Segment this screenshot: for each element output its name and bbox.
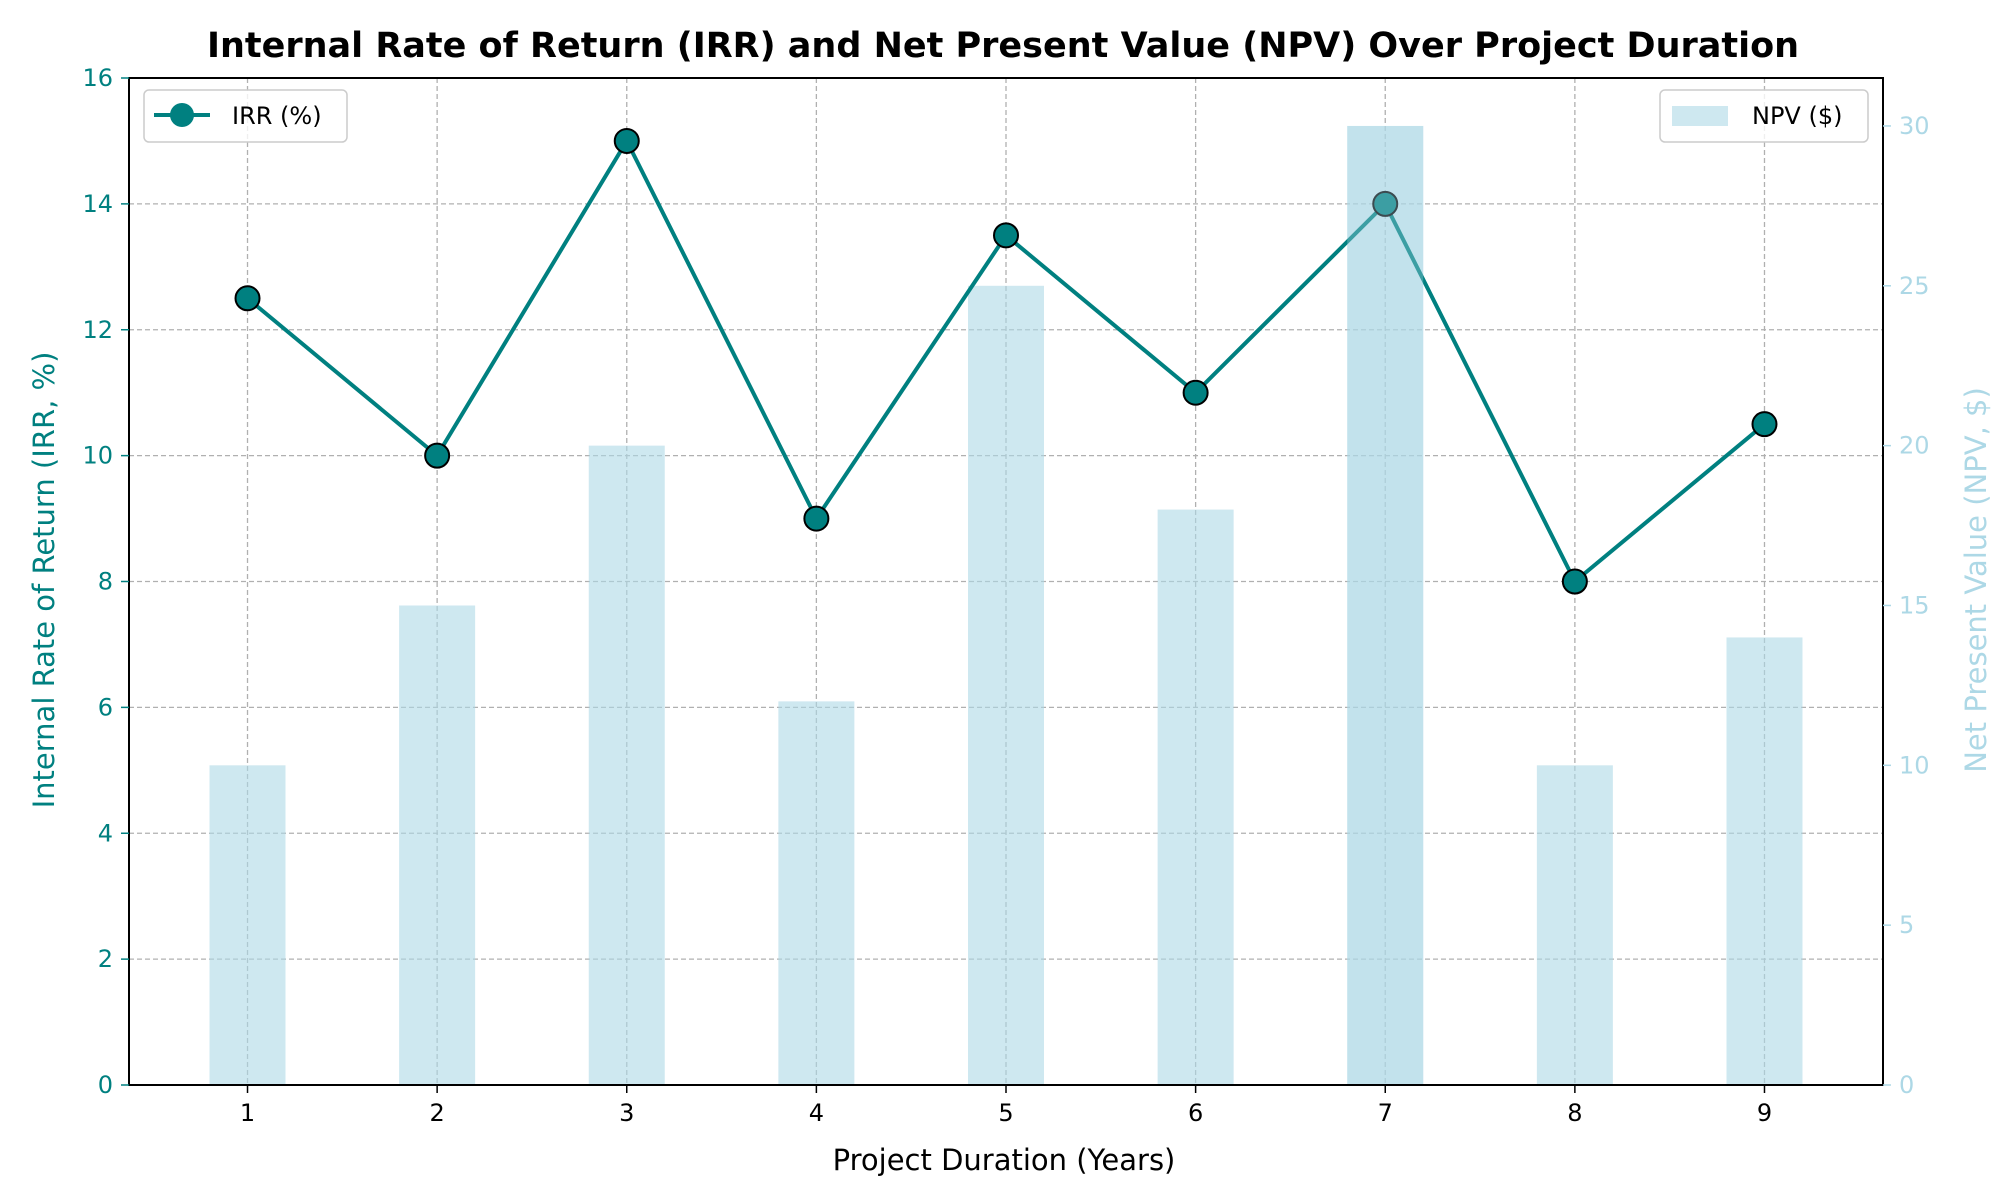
x-tick-label-7: 7: [1378, 1099, 1393, 1127]
npv-bar-4: [778, 701, 855, 1085]
legend-npv-swatch: [1672, 106, 1728, 126]
legend-irr-label: IRR (%): [232, 102, 322, 130]
y-left-tick-label-2: 2: [98, 945, 113, 973]
npv-bar-6: [1157, 509, 1234, 1086]
y-axis-right-label: Net Present Value (NPV, $): [1959, 387, 1993, 773]
irr-point-3: [613, 127, 640, 154]
irr-point-5: [993, 222, 1019, 249]
legend-npv-label: NPV ($): [1752, 102, 1842, 130]
legend-irr-frame: [143, 89, 348, 143]
y-left-tick-label-9: 16: [82, 64, 113, 92]
y-right-tick-label-1: 0: [1899, 1071, 1914, 1099]
x-tick-label-6: 6: [1188, 1099, 1203, 1127]
x-tick-label-2: 2: [429, 1099, 444, 1127]
y-left-tick-label-1: 0: [98, 1071, 113, 1099]
y-left-tick-label-7: 12: [82, 316, 113, 344]
irr-line: [234, 125, 1778, 1085]
npv-bar-2: [399, 605, 476, 1085]
y-left-tick-label-8: 14: [82, 190, 113, 218]
x-tick-label-9: 9: [1757, 1099, 1772, 1127]
irr-point-6: [1182, 379, 1209, 406]
irr-point-7: [1372, 190, 1399, 217]
y-right-tick-label-6: 25: [1899, 272, 1930, 300]
legend-npv: NPV ($): [1659, 89, 1869, 143]
irr-point-1: [234, 285, 261, 312]
y-right-tick-label-3: 10: [1899, 751, 1930, 779]
x-tick-label-5: 5: [998, 1099, 1013, 1127]
y-axis-left-label: Internal Rate of Return (IRR, %): [27, 352, 61, 809]
x-axis-label: Project Duration (Years): [833, 1143, 1176, 1177]
irr-point-4: [803, 505, 830, 532]
y-right-tick-label-4: 15: [1899, 591, 1930, 619]
npv-bars: [209, 125, 1803, 1086]
legend-irr: IRR (%): [143, 89, 348, 143]
npv-bar-1: [209, 765, 286, 1085]
irr-point-2: [424, 442, 451, 469]
npv-bar-8: [1536, 765, 1613, 1085]
y-right-tick-label-7: 30: [1899, 112, 1930, 140]
legend-npv-frame: [1659, 89, 1869, 143]
legend-irr-marker: [170, 103, 194, 127]
npv-bar-7: [1347, 125, 1424, 1085]
npv-bar-9: [1726, 637, 1803, 1085]
y-right-tick-label-5: 20: [1899, 432, 1930, 460]
y-left-tick-label-6: 10: [82, 442, 113, 470]
npv-bar-5: [968, 285, 1044, 1085]
y-right-tick-label-2: 5: [1899, 911, 1914, 939]
x-tick-label-8: 8: [1567, 1099, 1582, 1127]
y-left-tick-label-5: 8: [98, 568, 113, 596]
chart-title: Internal Rate of Return (IRR) and Net Pr…: [207, 26, 1799, 66]
y-left-tick-label-3: 4: [98, 819, 113, 847]
npv-bar-3: [588, 445, 665, 1086]
npv-bar-overlay-7: [1347, 125, 1424, 1085]
irr-point-8: [1561, 568, 1588, 595]
irr-point-9: [1751, 411, 1778, 438]
x-tick-label-1: 1: [240, 1099, 255, 1127]
x-tick-label-3: 3: [619, 1099, 634, 1127]
y-left-tick-label-4: 6: [98, 693, 113, 721]
x-tick-label-4: 4: [809, 1099, 824, 1127]
